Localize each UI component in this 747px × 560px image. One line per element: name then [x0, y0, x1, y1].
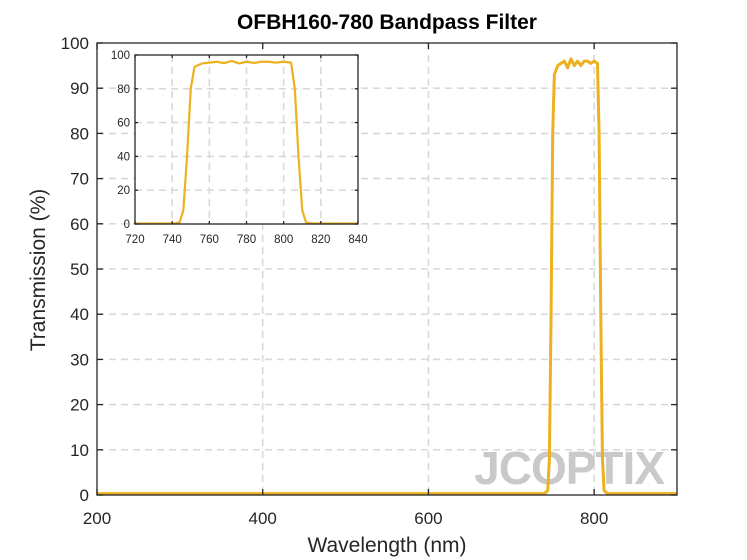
- y-tick-label: 100: [61, 34, 89, 53]
- y-tick-label: 10: [70, 441, 89, 460]
- y-tick-label: 80: [70, 124, 89, 143]
- main-series: [97, 57, 677, 496]
- y-tick-label: 50: [70, 260, 89, 279]
- x-tick-label: 760: [200, 234, 219, 246]
- x-tick-label: 800: [580, 509, 608, 528]
- y-tick-label: 60: [70, 215, 89, 234]
- y-tick-label: 20: [70, 396, 89, 415]
- x-tick-label: 200: [83, 509, 111, 528]
- x-tick-label: 400: [249, 509, 277, 528]
- watermark-layer: JCOPTIX: [474, 442, 666, 494]
- x-tick-label: 720: [125, 234, 144, 246]
- x-tick-label: 840: [348, 234, 367, 246]
- y-tick-label: 30: [70, 350, 89, 369]
- y-tick-label: 40: [117, 151, 130, 163]
- y-tick-label: 0: [124, 219, 130, 231]
- y-tick-label: 60: [117, 118, 130, 130]
- y-axis-label: Transmission (%): [27, 189, 50, 352]
- y-tick-label: 20: [117, 185, 130, 197]
- x-tick-label: 820: [311, 234, 330, 246]
- x-tick-label: 740: [163, 234, 182, 246]
- series-line: [135, 59, 358, 225]
- y-tick-label: 40: [70, 305, 89, 324]
- x-axis-label: Wavelength (nm): [307, 534, 466, 557]
- inset-plot: 720 740 760 780 800 820 840 0 20 40 60 80 100: [111, 50, 368, 246]
- y-tick-label: 90: [70, 79, 89, 98]
- y-tick-label: 70: [70, 170, 89, 189]
- y-tick-label: 100: [111, 50, 130, 62]
- x-tick-label: 800: [274, 234, 293, 246]
- inset-grid: [135, 55, 358, 224]
- y-tick-label: 80: [117, 84, 130, 96]
- inset-ticks: 720 740 760 780 800 820 840 0 20 40 60 80 100: [111, 50, 368, 246]
- x-tick-label: 600: [414, 509, 442, 528]
- watermark-logo: JCOPTIX: [474, 442, 665, 494]
- series-line: [97, 57, 677, 496]
- x-tick-label: 780: [237, 234, 256, 246]
- y-tick-label: 0: [80, 486, 89, 505]
- inset-series: [135, 59, 358, 225]
- chart-title: OFBH160-780 Bandpass Filter: [237, 11, 537, 34]
